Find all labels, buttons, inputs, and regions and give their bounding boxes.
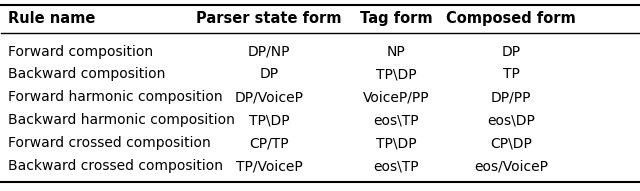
- Text: CP\DP: CP\DP: [490, 136, 532, 150]
- Text: TP\DP: TP\DP: [249, 113, 289, 127]
- Text: TP\DP: TP\DP: [376, 136, 417, 150]
- Text: TP: TP: [503, 67, 520, 81]
- Text: Composed form: Composed form: [446, 11, 576, 26]
- Text: DP: DP: [502, 45, 521, 59]
- Text: eos\TP: eos\TP: [374, 159, 419, 173]
- Text: DP: DP: [259, 67, 278, 81]
- Text: TP\DP: TP\DP: [376, 67, 417, 81]
- Text: eos/VoiceP: eos/VoiceP: [474, 159, 548, 173]
- Text: Tag form: Tag form: [360, 11, 433, 26]
- Text: DP/PP: DP/PP: [491, 90, 531, 104]
- Text: DP/NP: DP/NP: [248, 45, 291, 59]
- Text: NP: NP: [387, 45, 406, 59]
- Text: Backward harmonic composition: Backward harmonic composition: [8, 113, 235, 127]
- Text: Backward crossed composition: Backward crossed composition: [8, 159, 223, 173]
- Text: Forward composition: Forward composition: [8, 45, 153, 59]
- Text: Forward crossed composition: Forward crossed composition: [8, 136, 211, 150]
- Text: eos\TP: eos\TP: [374, 113, 419, 127]
- Text: Parser state form: Parser state form: [196, 11, 342, 26]
- Text: eos\DP: eos\DP: [487, 113, 535, 127]
- Text: Backward composition: Backward composition: [8, 67, 165, 81]
- Text: VoiceP/PP: VoiceP/PP: [363, 90, 430, 104]
- Text: Rule name: Rule name: [8, 11, 95, 26]
- Text: TP/VoiceP: TP/VoiceP: [236, 159, 302, 173]
- Text: DP/VoiceP: DP/VoiceP: [234, 90, 303, 104]
- Text: CP/TP: CP/TP: [249, 136, 289, 150]
- Text: Forward harmonic composition: Forward harmonic composition: [8, 90, 222, 104]
